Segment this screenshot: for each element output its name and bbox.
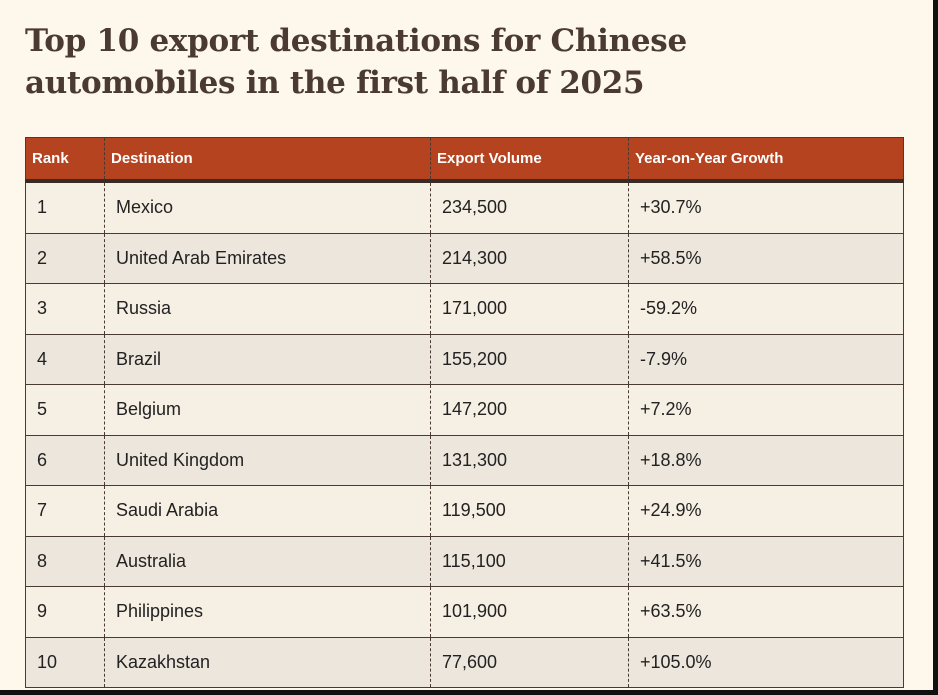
growth-cell: +41.5% [628,535,904,587]
column-header-rank: Rank [25,137,105,183]
rank-cell: 1 [25,180,105,233]
rank-cell: 7 [25,485,105,536]
export-volume-cell: 171,000 [430,283,629,334]
rank-cell: 10 [25,636,105,688]
rank-cell: 2 [25,232,105,284]
column-header-destination: Destination [104,137,431,183]
growth-cell: -59.2% [628,283,904,334]
growth-cell: +18.8% [628,434,904,486]
export-volume-cell: 115,100 [430,535,629,587]
growth-cell: -7.9% [628,333,904,385]
table-row: 9 Philippines 101,900 +63.5% [25,586,904,637]
growth-cell: +24.9% [628,485,904,536]
growth-cell: +105.0% [628,636,904,688]
export-volume-cell: 147,200 [430,384,629,435]
rank-cell: 3 [25,283,105,334]
rank-cell: 4 [25,333,105,385]
rank-cell: 8 [25,535,105,587]
destination-cell: Kazakhstan [104,636,431,688]
destination-cell: Saudi Arabia [104,485,431,536]
growth-cell: +30.7% [628,180,904,233]
table-row: 8 Australia 115,100 +41.5% [25,535,904,587]
growth-cell: +63.5% [628,586,904,637]
export-table: Rank Destination Export Volume Year-on-Y… [25,137,904,688]
page-title: Top 10 export destinations for Chinese a… [25,23,687,101]
export-volume-cell: 131,300 [430,434,629,486]
destination-cell: Philippines [104,586,431,637]
table-row: 3 Russia 171,000 -59.2% [25,283,904,334]
column-header-export-volume: Export Volume [430,137,629,183]
destination-cell: United Kingdom [104,434,431,486]
export-volume-cell: 234,500 [430,180,629,233]
destination-cell: Russia [104,283,431,334]
table-row: 5 Belgium 147,200 +7.2% [25,384,904,435]
destination-cell: Mexico [104,180,431,233]
export-volume-cell: 214,300 [430,232,629,284]
export-volume-cell: 119,500 [430,485,629,536]
destination-cell: Australia [104,535,431,587]
rank-cell: 5 [25,384,105,435]
growth-cell: +7.2% [628,384,904,435]
table-row: 10 Kazakhstan 77,600 +105.0% [25,636,904,688]
growth-cell: +58.5% [628,232,904,284]
table-row: 1 Mexico 234,500 +30.7% [25,180,904,233]
rank-cell: 6 [25,434,105,486]
export-volume-cell: 101,900 [430,586,629,637]
destination-cell: Brazil [104,333,431,385]
export-volume-cell: 77,600 [430,636,629,688]
rank-cell: 9 [25,586,105,637]
table-row: 2 United Arab Emirates 214,300 +58.5% [25,232,904,284]
table-row: 7 Saudi Arabia 119,500 +24.9% [25,485,904,536]
destination-cell: United Arab Emirates [104,232,431,284]
column-header-growth: Year-on-Year Growth [628,137,904,183]
table-header-row: Rank Destination Export Volume Year-on-Y… [25,137,904,183]
export-volume-cell: 155,200 [430,333,629,385]
table-row: 6 United Kingdom 131,300 +18.8% [25,434,904,486]
table-row: 4 Brazil 155,200 -7.9% [25,333,904,385]
destination-cell: Belgium [104,384,431,435]
